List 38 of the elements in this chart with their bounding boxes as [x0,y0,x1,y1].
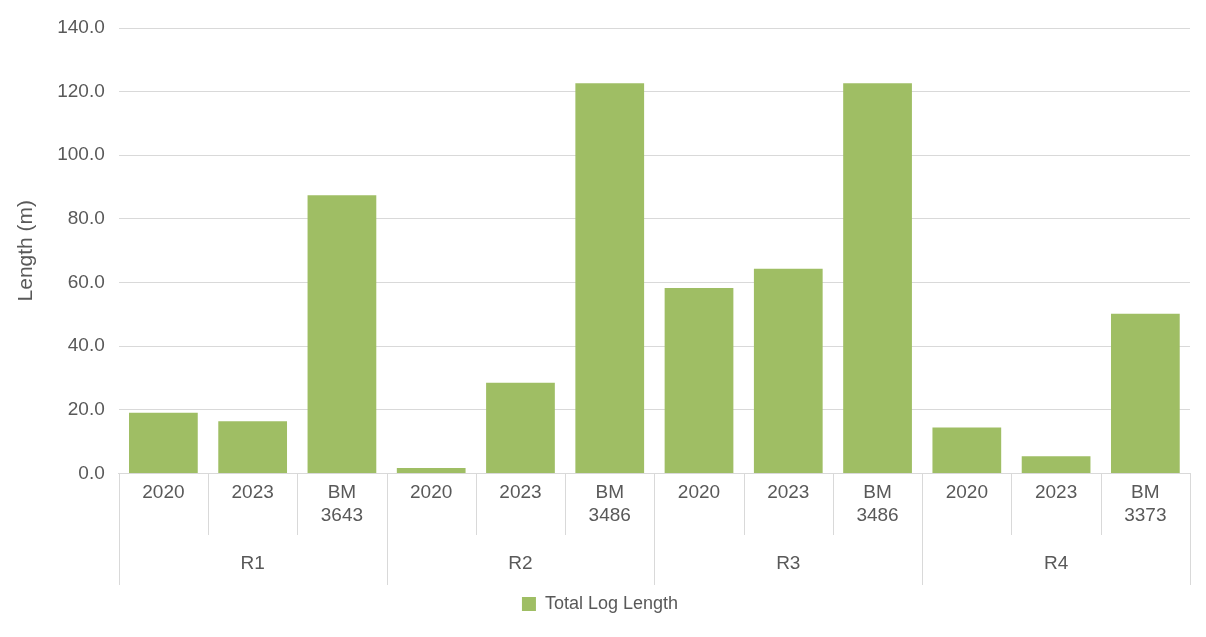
bar [307,195,377,473]
x-tick-label: BM 3373 [1124,481,1167,525]
bar [396,467,466,473]
x-tick-label: BM 3486 [856,481,899,525]
bar [932,427,1002,473]
x-tick-label: 2020 [410,481,453,503]
bar [486,382,555,473]
x-tick-label: BM 3486 [588,481,631,525]
bar [575,83,645,473]
text: R2 [508,552,533,574]
bar [1021,456,1091,473]
text: R3 [776,552,801,574]
x-tick-label: 2023 [499,481,542,503]
bar [843,83,912,473]
bar [753,268,823,473]
y-tick-label: 0.0 [78,461,105,483]
bar [1110,313,1180,473]
y-tick-label: 20.0 [67,398,105,420]
x-tick-label: 2023 [1034,481,1078,503]
bar [218,421,288,473]
y-axis-title: Length (m) [13,199,37,302]
x-tick-label: BM 3643 [320,481,364,525]
x-tick-label: 2020 [945,481,988,503]
y-tick-label: 80.0 [67,207,105,229]
x-tick-label: 2020 [677,481,721,503]
y-tick-label: 120.0 [57,79,105,101]
text: R4 [1043,552,1069,574]
y-tick-label: 140.0 [57,16,105,38]
y-tick-label: 40.0 [67,334,105,356]
bar [129,412,198,473]
x-tick-label: 2020 [142,481,185,503]
x-tick-label: 2023 [767,481,810,503]
text: R1 [240,552,265,574]
x-tick-label: 2023 [231,481,274,503]
y-tick-label: 100.0 [57,143,105,165]
legend-label: Total Log Length [544,592,679,613]
y-tick-label: 60.0 [67,270,105,292]
bar [664,287,734,473]
